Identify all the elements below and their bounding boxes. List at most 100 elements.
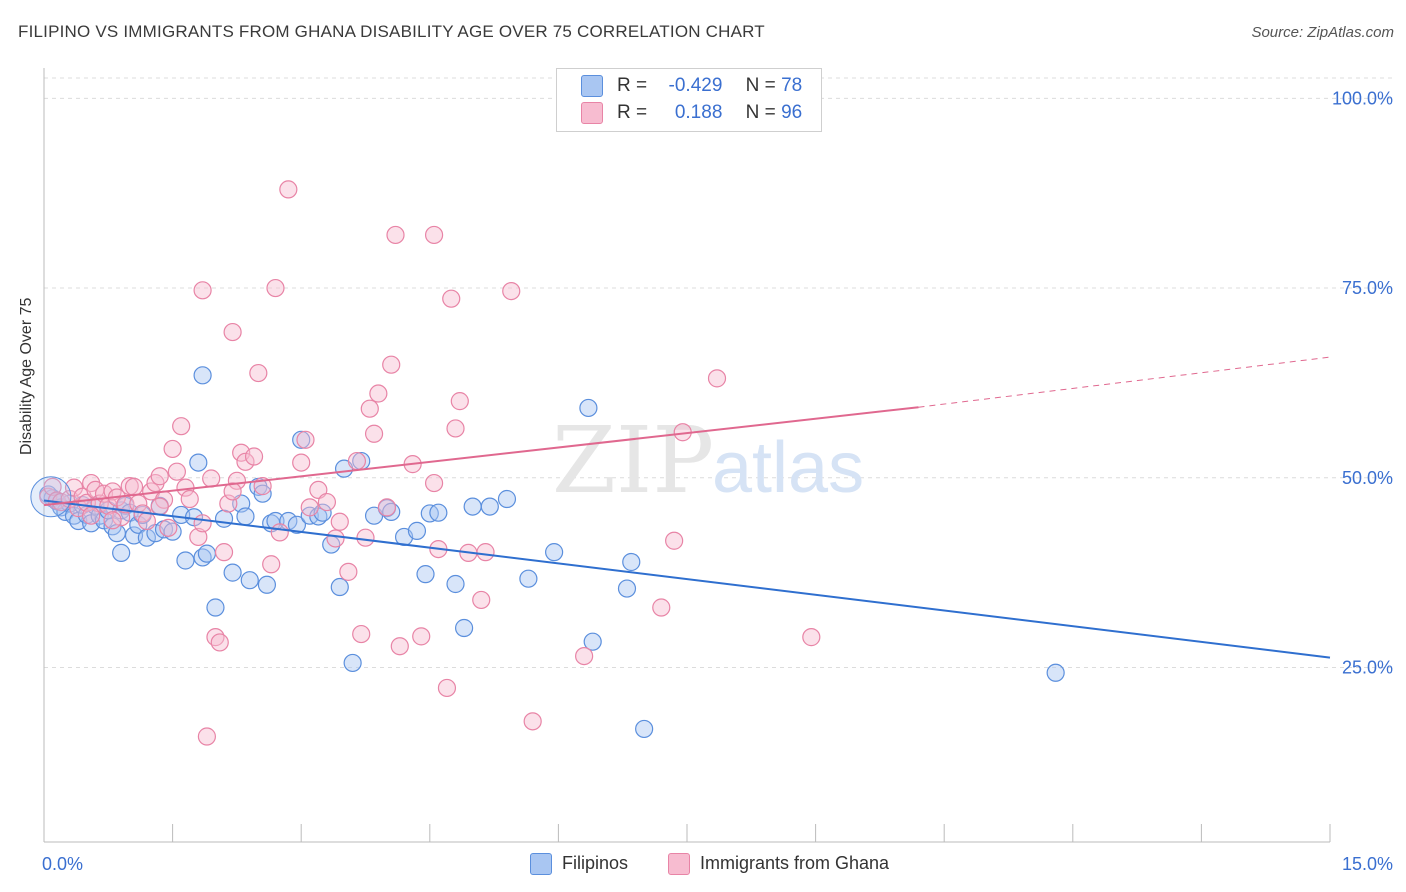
point-filipinos <box>416 565 435 584</box>
point-ghana <box>802 628 821 647</box>
point-ghana <box>382 355 401 374</box>
point-filipinos <box>454 618 474 638</box>
point-ghana <box>82 506 101 525</box>
point-ghana <box>364 424 384 443</box>
point-filipinos <box>240 571 259 590</box>
point-ghana <box>369 384 388 403</box>
point-ghana <box>43 477 62 496</box>
point-ghana <box>137 511 156 531</box>
point-ghana <box>442 289 461 308</box>
point-filipinos <box>635 719 654 739</box>
y-tick-label: 75.0% <box>1342 278 1393 298</box>
point-ghana <box>197 727 216 746</box>
point-ghana <box>665 531 684 550</box>
point-ghana <box>339 562 358 581</box>
point-ghana <box>476 543 495 562</box>
point-ghana <box>202 469 221 488</box>
legend-r-label: R = <box>617 102 648 124</box>
point-filipinos <box>579 398 598 418</box>
point-ghana <box>360 399 379 418</box>
point-ghana <box>296 430 315 449</box>
legend-n-value: 78 <box>781 75 803 97</box>
point-filipinos <box>197 544 216 563</box>
point-ghana <box>707 369 727 388</box>
point-ghana <box>292 453 311 472</box>
point-filipinos <box>622 552 641 572</box>
point-filipinos <box>446 574 465 594</box>
point-ghana <box>189 527 208 547</box>
legend-r-value: 0.188 <box>669 102 723 124</box>
point-filipinos <box>214 509 234 528</box>
point-ghana <box>412 627 431 646</box>
point-ghana <box>262 555 281 574</box>
chart-title: FILIPINO VS IMMIGRANTS FROM GHANA DISABI… <box>18 22 765 41</box>
point-ghana <box>523 712 542 731</box>
legend-label-ghana: Immigrants from Ghana <box>700 853 890 873</box>
point-ghana <box>210 633 229 652</box>
trendline-filipinos <box>43 499 1331 659</box>
correlation-legend: R = -0.429 N = 78 R = 0.188 N = 96 <box>556 68 822 132</box>
point-ghana <box>219 494 238 513</box>
legend-swatch-ghana <box>668 853 690 876</box>
point-ghana <box>347 451 367 471</box>
y-tick-label: 25.0% <box>1342 657 1393 677</box>
point-ghana <box>163 439 182 459</box>
legend-item-ghana[interactable]: Immigrants from Ghana <box>668 853 890 876</box>
point-filipinos <box>129 515 148 534</box>
legend-n-label: N = <box>745 102 776 124</box>
point-filipinos <box>330 577 349 597</box>
tick-labels: 25.0% 50.0% 75.0% 100.0% 0.0% 15.0% <box>42 88 1393 874</box>
point-filipinos <box>189 453 208 472</box>
point-ghana <box>424 225 444 245</box>
point-filipinos <box>193 366 212 385</box>
point-ghana <box>386 225 405 245</box>
point-ghana <box>180 489 199 509</box>
point-filipinos <box>253 484 272 503</box>
point-ghana <box>266 278 285 298</box>
point-filipinos <box>407 521 427 540</box>
point-filipinos <box>480 497 499 516</box>
legend-swatch-filipinos <box>530 853 552 876</box>
point-ghana <box>652 598 671 617</box>
legend-row-ghana: R = 0.188 N = 96 <box>581 102 802 126</box>
point-filipinos <box>287 515 307 534</box>
watermark: ZIP atlas <box>552 407 864 514</box>
point-filipinos <box>112 543 131 562</box>
point-ghana <box>223 322 242 342</box>
source-credit: Source: ZipAtlas.com <box>1251 24 1394 41</box>
point-ghana <box>446 419 465 438</box>
point-ghana <box>502 281 521 301</box>
point-ghana <box>172 417 191 436</box>
point-ghana <box>390 637 409 656</box>
point-ghana <box>103 511 122 530</box>
point-ghana <box>356 528 375 547</box>
point-ghana <box>150 467 169 486</box>
point-filipinos <box>429 503 448 522</box>
point-ghana <box>437 678 457 698</box>
legend-swatch-blue <box>581 75 603 97</box>
point-ghana <box>377 498 397 517</box>
point-ghana <box>424 473 444 493</box>
point-ghana <box>193 514 212 533</box>
axes <box>43 68 1331 843</box>
point-ghana <box>472 590 491 610</box>
point-filipinos-cluster <box>30 476 72 518</box>
point-ghana <box>317 492 337 512</box>
point-filipinos <box>1046 663 1065 682</box>
x-tick-label-min: 0.0% <box>42 854 83 874</box>
point-ghana <box>236 452 255 471</box>
point-filipinos <box>176 551 195 570</box>
watermark-zip: ZIP <box>552 407 714 514</box>
point-filipinos <box>223 563 242 582</box>
point-ghana <box>575 646 594 666</box>
point-filipinos <box>292 430 311 449</box>
legend-r-value: -0.429 <box>668 75 723 97</box>
legend-n-label: N = <box>745 75 776 97</box>
legend-n-value: 96 <box>781 102 803 124</box>
trendline-ghana <box>43 406 919 507</box>
legend-item-filipinos[interactable]: Filipinos <box>530 853 628 876</box>
trendline-ghana-extension <box>918 356 1331 408</box>
point-ghana <box>270 523 289 542</box>
y-axis-label: Disability Age Over 75 <box>18 297 35 455</box>
